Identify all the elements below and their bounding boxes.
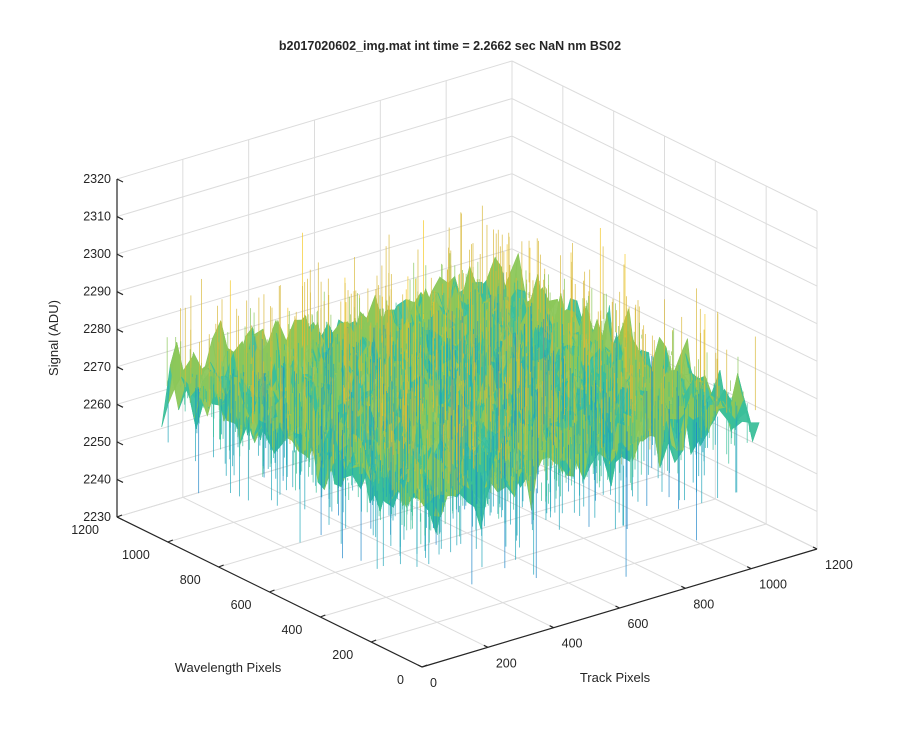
y-tick-label: 800 [180, 573, 201, 587]
grid-line [269, 473, 665, 593]
y-tick-label: 1000 [122, 548, 150, 562]
z-tick-label: 2290 [83, 285, 111, 299]
z-tick-label: 2280 [83, 322, 111, 336]
x-tick-label: 200 [496, 656, 517, 670]
y-tick-label: 200 [332, 648, 353, 662]
z-axis-label: Signal (ADU) [46, 300, 61, 376]
z-tick-mark [116, 366, 124, 371]
y-tick-label: 0 [397, 673, 404, 687]
x-tick-mark [615, 605, 620, 609]
z-tick-mark [116, 291, 124, 296]
x-tick-mark [549, 625, 554, 629]
y-tick-mark [218, 564, 224, 568]
z-tick-label: 2270 [83, 360, 111, 374]
z-tick-mark [116, 178, 124, 183]
z-tick-mark [116, 441, 124, 446]
grid-line [320, 498, 716, 618]
x-tick-label: 1200 [825, 558, 853, 572]
z-tick-mark [116, 478, 124, 483]
grid-line [511, 210, 818, 362]
grid-line [116, 135, 513, 255]
x-tick-mark [681, 585, 686, 589]
grid-line [116, 60, 513, 180]
x-tick-mark [483, 644, 489, 648]
x-axis-label: Track Pixels [580, 670, 651, 685]
grid-line [116, 210, 513, 330]
z-tick-label: 2240 [83, 472, 111, 486]
y-axis-label: Wavelength Pixels [175, 660, 282, 675]
x-tick-mark [746, 566, 752, 570]
tick-labels: 0 200 400 600 800 1000 1200 0 200 400 600 800 1000 12… [71, 172, 853, 690]
grid-line [371, 523, 767, 643]
z-tick-mark [116, 403, 124, 408]
x-tick-mark [812, 546, 818, 550]
z-tick-label: 2250 [83, 435, 111, 449]
grid-line [511, 98, 818, 250]
y-tick-label: 400 [281, 623, 302, 637]
z-tick-label: 2260 [83, 397, 111, 411]
z-tick-mark [116, 216, 124, 221]
grid-line [511, 173, 818, 325]
y-tick-label: 600 [231, 598, 252, 612]
z-tick-mark [116, 328, 124, 333]
x-tick-label: 0 [430, 676, 437, 690]
y-tick-mark [167, 539, 174, 543]
z-tick-mark [116, 253, 124, 258]
z-tick-label: 2310 [83, 210, 111, 224]
surface-patch [743, 398, 760, 443]
y-tick-label: 1200 [71, 523, 99, 537]
chart-title: b2017020602_img.mat int time = 2.2662 se… [279, 39, 621, 53]
grid-line [116, 173, 513, 293]
signal-surface [161, 205, 760, 585]
y-tick-mark [320, 614, 326, 618]
z-tick-label: 2230 [83, 510, 111, 524]
y-tick-mark [421, 664, 428, 668]
grid-line [116, 248, 513, 368]
x-tick-label: 400 [562, 637, 583, 651]
grid-line [511, 60, 818, 212]
grid-line [116, 98, 513, 218]
axis-lines [116, 178, 818, 668]
z-tick-label: 2320 [83, 172, 111, 186]
grid-line [511, 135, 818, 287]
y-tick-mark [269, 589, 275, 593]
y-tick-mark [116, 514, 123, 518]
x-tick-label: 800 [693, 597, 714, 611]
x-tick-mark [417, 664, 423, 668]
x-tick-label: 1000 [759, 578, 787, 592]
z-tick-mark [116, 516, 124, 521]
z-tick-label: 2300 [83, 247, 111, 261]
y-tick-mark [370, 639, 377, 643]
x-tick-label: 600 [628, 617, 649, 631]
grid-line [218, 448, 614, 568]
